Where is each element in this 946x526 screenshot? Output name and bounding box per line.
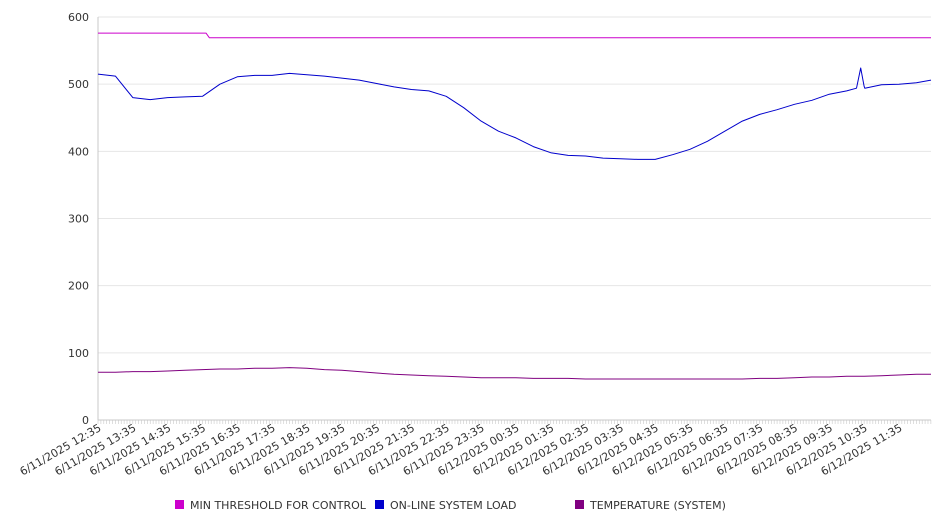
legend: MIN THRESHOLD FOR CONTROL ON-LINE SYSTEM … [175,499,726,512]
legend-label: TEMPERATURE (SYSTEM) [589,499,726,512]
axes [97,17,931,421]
legend-swatch [575,500,584,509]
y-tick-label: 0 [82,414,89,427]
y-tick-label: 600 [68,11,89,24]
series-line-1 [97,67,932,160]
grid-lines [98,16,931,354]
series-line-2 [98,367,931,380]
y-tick-label: 400 [68,145,89,158]
y-tick-label: 200 [68,280,89,293]
legend-label: ON-LINE SYSTEM LOAD [390,499,516,512]
y-tick-label: 100 [68,347,89,360]
y-tick-label: 500 [68,78,89,91]
series-lines [97,32,932,380]
y-tick-label: 300 [68,213,89,226]
series-line-0 [98,32,931,39]
legend-swatch [375,500,384,509]
y-axis-ticks: 0 100 200 300 400 500 600 [68,11,89,427]
x-axis-ticks: 6/11/2025 12:356/11/2025 13:356/11/2025 … [18,420,932,478]
legend-label: MIN THRESHOLD FOR CONTROL [190,499,367,512]
legend-swatch [175,500,184,509]
